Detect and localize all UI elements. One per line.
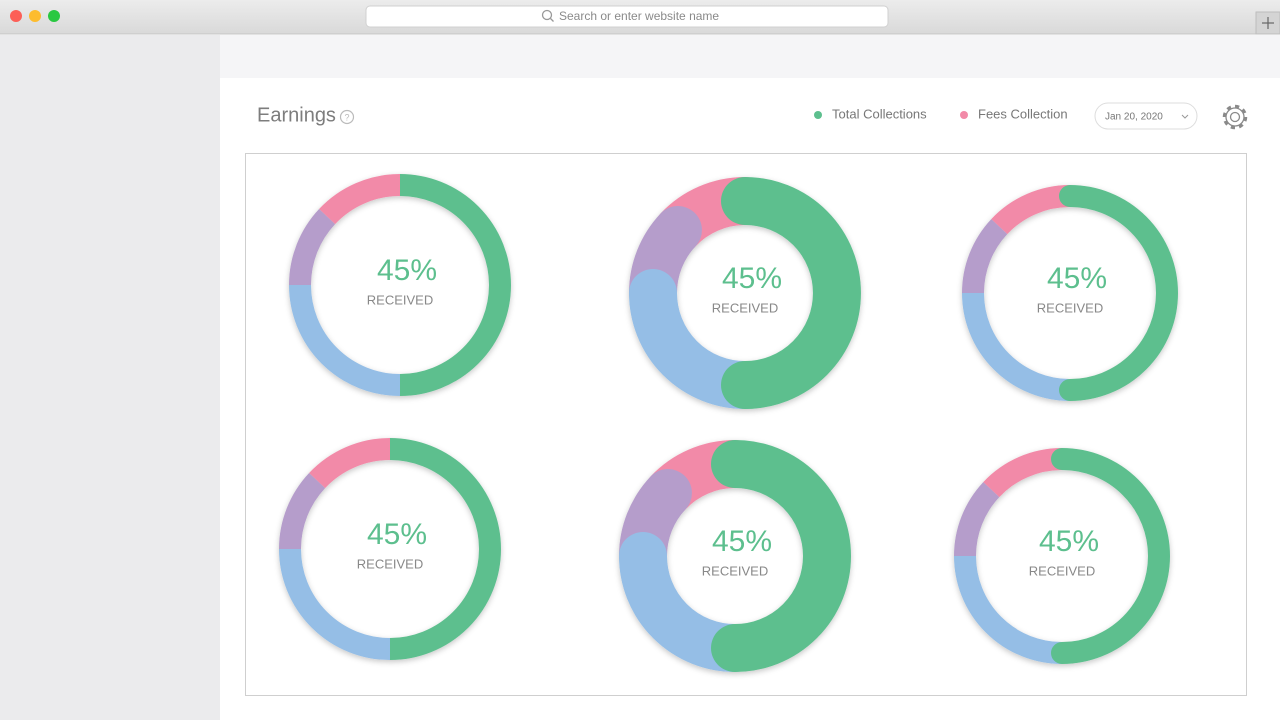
donut-segment <box>962 219 1008 294</box>
donut-segment <box>962 292 1071 401</box>
donut-segment <box>1051 448 1170 664</box>
donut-chart <box>629 177 861 409</box>
sidebar <box>0 35 220 720</box>
help-icon[interactable] <box>339 109 355 125</box>
legend-marker <box>814 111 822 119</box>
donut-segment <box>399 174 511 396</box>
donut-chart <box>962 185 1178 401</box>
donut-center-value: 45% <box>367 518 427 551</box>
donut-chart <box>619 440 851 672</box>
donut-segment <box>954 482 1000 557</box>
donut-segment <box>954 555 1063 664</box>
donut-segment <box>309 438 391 489</box>
date-label: Jan 20, 2020 <box>1105 112 1163 123</box>
top-strip <box>220 35 1280 78</box>
donut-caption: RECEIVED <box>367 292 433 307</box>
donut-caption: RECEIVED <box>1029 563 1095 578</box>
donut-caption: RECEIVED <box>712 300 778 315</box>
donut-segment <box>289 209 336 286</box>
search-icon-handle <box>550 18 554 22</box>
donut-segment <box>279 473 326 550</box>
legend-label: Total Collections <box>832 106 927 121</box>
close-button[interactable] <box>10 10 22 22</box>
minimize-button[interactable] <box>29 10 41 22</box>
donut-segment <box>711 440 851 672</box>
donut-chart <box>279 438 501 660</box>
donut-center-value: 45% <box>1047 262 1107 295</box>
address-bar[interactable] <box>365 5 889 28</box>
donut-segment <box>1059 185 1178 401</box>
donut-segment <box>389 438 501 660</box>
gear-body <box>1225 107 1245 127</box>
maximize-button[interactable] <box>48 10 60 22</box>
address-placeholder: Search or enter website name <box>559 9 719 23</box>
donut-caption: RECEIVED <box>357 556 423 571</box>
search-icon <box>541 9 553 21</box>
donut-center-value: 45% <box>722 262 782 295</box>
charts: 45% RECEIVED 45% RECEIVED 45% RECEIVED 45% RECE… <box>279 174 1178 672</box>
settings-icon[interactable] <box>1222 104 1248 130</box>
donut-segment <box>279 548 391 660</box>
legend-label: Fees Collection <box>978 106 1068 121</box>
page-title: Earnings <box>257 104 336 126</box>
donut-chart <box>289 174 511 396</box>
donut-segment <box>319 174 401 225</box>
help-icon-glyph: ? <box>344 112 349 122</box>
legend-marker <box>960 111 968 119</box>
gear-teeth <box>1222 104 1248 130</box>
legend: Total Collections Fees Collection <box>814 106 1068 121</box>
donut-segment <box>721 177 861 409</box>
donut-caption: RECEIVED <box>1037 300 1103 315</box>
donut-segment <box>289 284 401 396</box>
donut-center-value: 45% <box>377 254 437 287</box>
dropdown-chevron <box>1181 114 1189 119</box>
chart-panel <box>245 153 1247 696</box>
donut-center-value: 45% <box>712 525 772 558</box>
donut-chart <box>954 448 1170 664</box>
donut-caption: RECEIVED <box>702 563 768 578</box>
gear-center <box>1229 111 1241 123</box>
date-dropdown[interactable] <box>1094 102 1198 130</box>
donut-center-value: 45% <box>1039 525 1099 558</box>
